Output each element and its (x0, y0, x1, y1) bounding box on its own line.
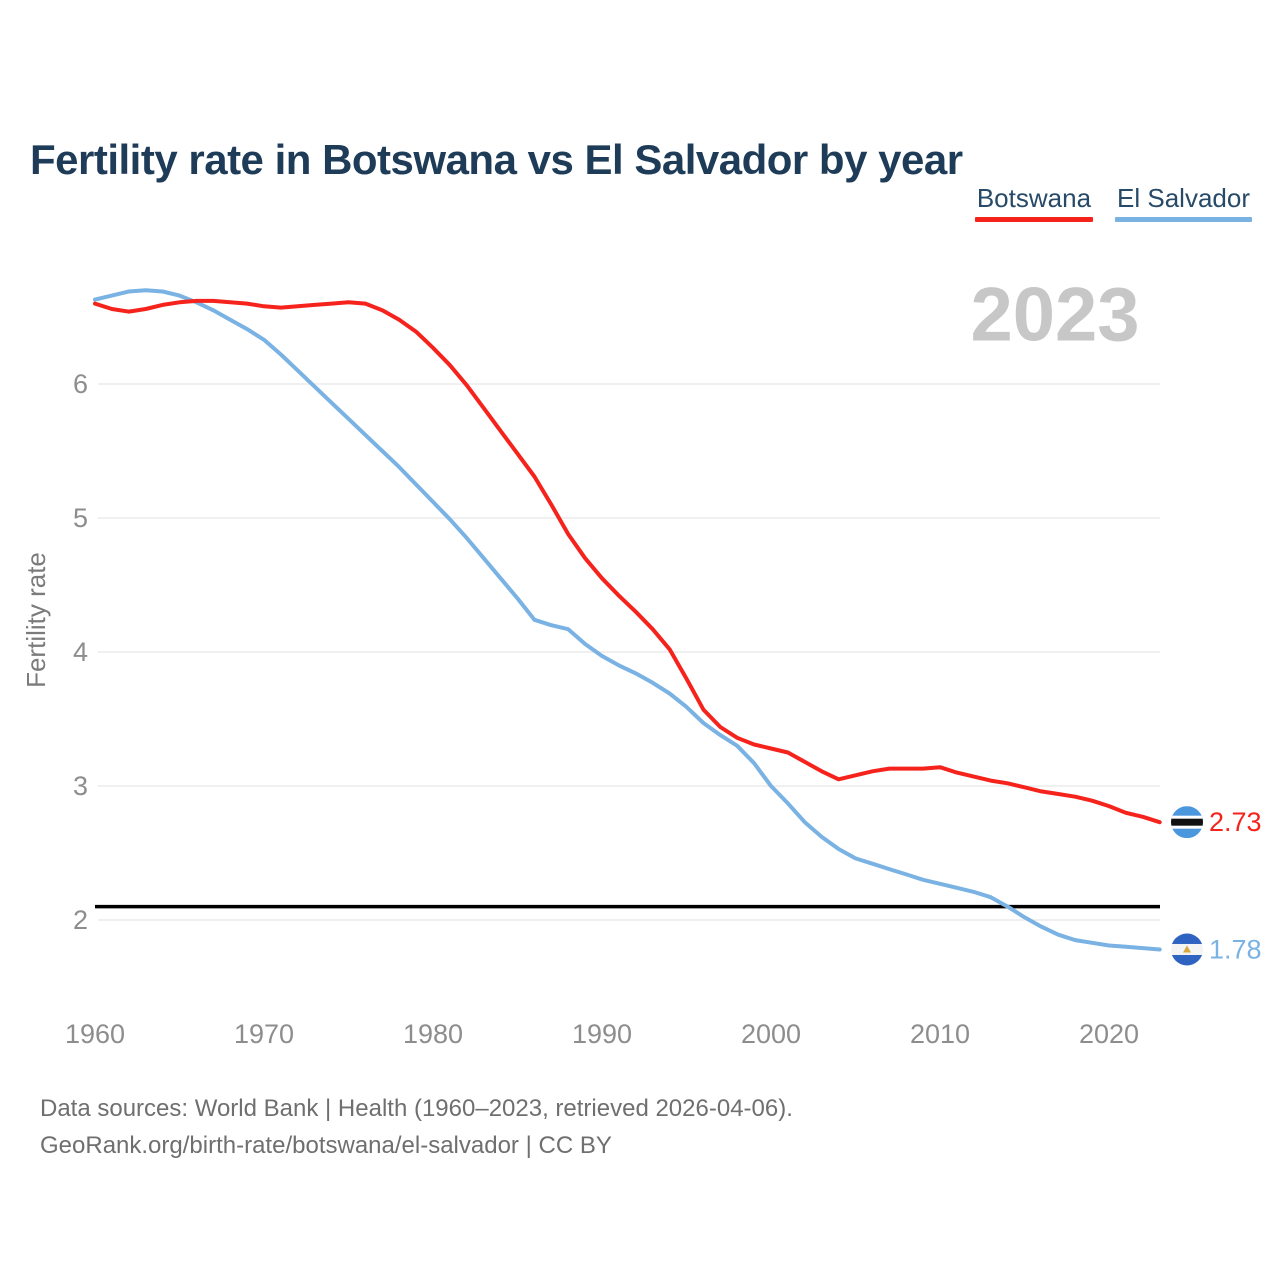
flag-bottom-band (1171, 954, 1203, 966)
y-tick-label: 3 (73, 771, 88, 801)
series-line-botswana[interactable] (93, 298, 1162, 825)
x-tick-label: 1990 (572, 1019, 632, 1049)
end-value-label-el-salvador: 1.78 (1209, 934, 1262, 964)
x-tick-label: 2000 (741, 1019, 801, 1049)
legend-swatch-botswana (974, 217, 1094, 222)
watermark-year: 2023 (970, 273, 1139, 358)
y-tick-label: 5 (73, 503, 88, 533)
legend-label-el-salvador: El Salvador (1117, 183, 1250, 213)
x-tick-label: 1960 (65, 1019, 125, 1049)
y-tick-label: 2 (73, 905, 88, 935)
flag-emblem (1183, 945, 1191, 953)
el-salvador-flag-icon (1171, 933, 1203, 966)
end-value-label-botswana: 2.73 (1209, 807, 1262, 837)
x-tick-label: 1970 (234, 1019, 294, 1049)
y-axis-title: Fertility rate (21, 552, 51, 688)
data-sources-line: Data sources: World Bank | Health (1960–… (40, 1095, 793, 1122)
page-title: Fertility rate in Botswana vs El Salvado… (30, 136, 963, 184)
flag-top-band (1171, 933, 1203, 944)
legend: Botswana El Salvador (974, 183, 1252, 222)
y-tick-label: 6 (73, 369, 88, 399)
series-line-el-salvador[interactable] (93, 288, 1162, 952)
flag-black-band (1171, 818, 1203, 826)
legend-item-el-salvador[interactable]: El Salvador (1115, 183, 1252, 222)
y-tick-label: 4 (73, 637, 88, 667)
legend-swatch-el-salvador (1115, 217, 1252, 222)
footer: Data sources: World Bank | Health (1960–… (40, 1090, 1140, 1164)
attribution-line: GeoRank.org/birth-rate/botswana/el-salva… (40, 1132, 612, 1159)
legend-label-botswana: Botswana (976, 183, 1092, 213)
botswana-flag-icon (1171, 806, 1203, 839)
x-tick-label: 2020 (1079, 1019, 1139, 1049)
legend-item-botswana[interactable]: Botswana (974, 183, 1094, 222)
x-tick-label: 2010 (910, 1019, 970, 1049)
x-tick-label: 1980 (403, 1019, 463, 1049)
